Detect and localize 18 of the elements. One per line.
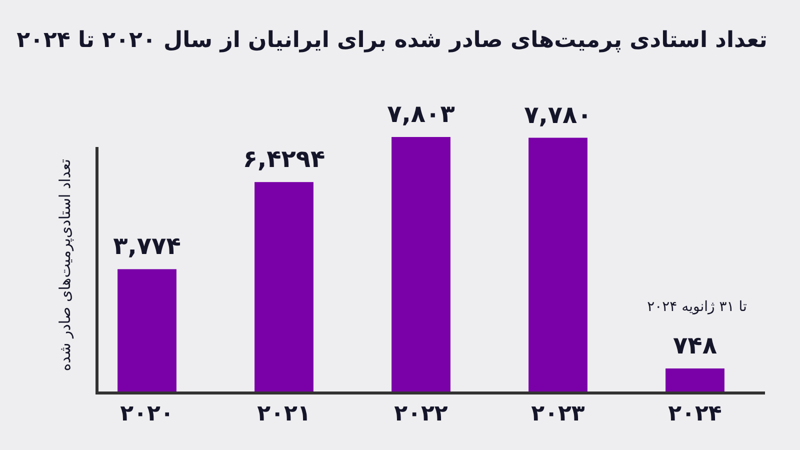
- data-label: ۷۴۸: [673, 331, 718, 360]
- annotation: تا ۳۱ ژانویه ۲۰۲۴: [647, 299, 748, 315]
- data-label: ۶,۴۲۹۴: [242, 145, 326, 174]
- data-label: ۷,۷۸۰: [524, 100, 592, 129]
- bar: [118, 269, 176, 393]
- bar: [254, 182, 314, 393]
- bar: [392, 137, 450, 393]
- y-axis-title: تعداد استادی‌پرمیت‌های صادر شده: [56, 158, 74, 372]
- chart-title: تعداد استادی پرمیت‌های صادر شده برای ایرانیان از سال ۲۰۲۰ تا ۲۰۲۴: [16, 28, 768, 53]
- data-label: ۷,۸۰۳: [387, 100, 456, 128]
- bar: [528, 138, 588, 393]
- x-tick-label: ۲۰۲۰: [120, 402, 174, 427]
- x-tick-label: ۲۰۲۲: [394, 402, 448, 427]
- x-tick-label: ۲۰۲۳: [531, 402, 586, 427]
- x-tick-label: ۲۰۲۱: [257, 402, 311, 427]
- x-tick-label: ۲۰۲۴: [668, 402, 722, 427]
- data-label: ۳,۷۷۴: [113, 232, 181, 260]
- bar: [666, 368, 724, 393]
